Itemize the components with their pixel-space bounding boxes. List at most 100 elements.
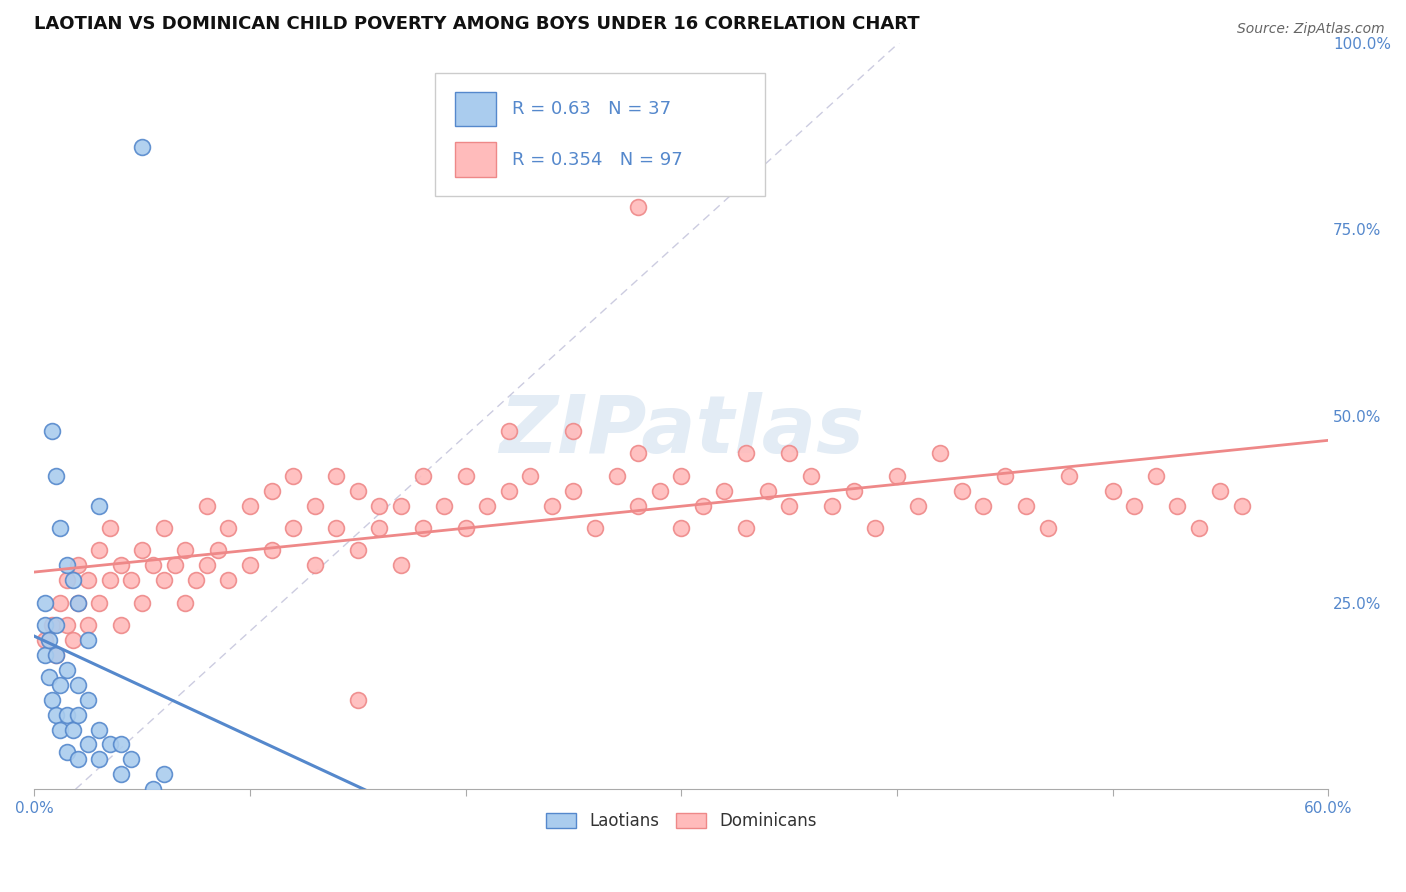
Point [152,767,174,781]
Point [131,596,153,610]
Point [239,558,262,573]
Point [66,678,89,692]
Point [77,632,100,647]
Point [131,140,153,154]
Point [87,543,110,558]
Point [41,618,63,632]
Point [34,618,56,632]
Point [778,446,800,460]
Point [562,424,585,438]
Point [45,648,67,662]
Point [929,446,952,460]
Point [152,574,174,588]
Point [142,782,165,797]
Text: R = 0.354   N = 97: R = 0.354 N = 97 [512,151,682,169]
Point [152,521,174,535]
Point [34,596,56,610]
Point [454,468,477,483]
Point [77,574,100,588]
Point [562,483,585,498]
Point [692,499,714,513]
Point [1144,468,1167,483]
Point [627,499,650,513]
Point [735,446,758,460]
Point [66,752,89,766]
Point [49,596,72,610]
Point [304,499,326,513]
Point [519,468,541,483]
FancyBboxPatch shape [436,73,765,196]
Point [77,738,100,752]
Point [498,483,520,498]
Text: R = 0.63   N = 37: R = 0.63 N = 37 [512,100,671,118]
Point [77,692,100,706]
Point [368,499,391,513]
Point [55,745,77,759]
Point [886,468,908,483]
Point [38,670,60,684]
Point [412,468,434,483]
Point [281,521,304,535]
Point [735,521,758,535]
Point [541,499,564,513]
Point [433,499,456,513]
Point [41,692,63,706]
Point [1101,483,1123,498]
Point [207,543,229,558]
Point [195,499,218,513]
Point [325,521,347,535]
Point [98,574,121,588]
Point [950,483,973,498]
Point [163,558,186,573]
Point [87,596,110,610]
Bar [454,92,496,126]
Point [77,618,100,632]
Bar [454,143,496,178]
Legend: Laotians, Dominicans: Laotians, Dominicans [538,805,824,837]
Point [38,632,60,647]
Point [260,483,283,498]
Point [1188,521,1211,535]
Point [583,521,606,535]
Point [120,574,142,588]
Point [648,483,671,498]
Point [34,648,56,662]
Point [389,558,412,573]
Point [41,424,63,438]
Text: ZIPatlas: ZIPatlas [499,392,863,470]
Point [346,543,368,558]
Point [994,468,1017,483]
Point [972,499,994,513]
Point [174,543,197,558]
Point [55,558,77,573]
Point [142,558,165,573]
Point [389,499,412,513]
Point [184,574,207,588]
Point [49,521,72,535]
Point [195,558,218,573]
Point [110,738,132,752]
Point [217,521,239,535]
Point [49,678,72,692]
Point [55,707,77,722]
Point [98,521,121,535]
Point [454,521,477,535]
Point [87,499,110,513]
Point [412,521,434,535]
Point [174,596,197,610]
Point [1230,499,1253,513]
Point [477,499,499,513]
Point [671,468,693,483]
Point [66,558,89,573]
Point [66,596,89,610]
Point [98,738,121,752]
Point [110,618,132,632]
Point [1036,521,1059,535]
Point [842,483,865,498]
Point [1209,483,1232,498]
Point [217,574,239,588]
Point [281,468,304,483]
Point [627,446,650,460]
Point [304,558,326,573]
Point [49,723,72,737]
